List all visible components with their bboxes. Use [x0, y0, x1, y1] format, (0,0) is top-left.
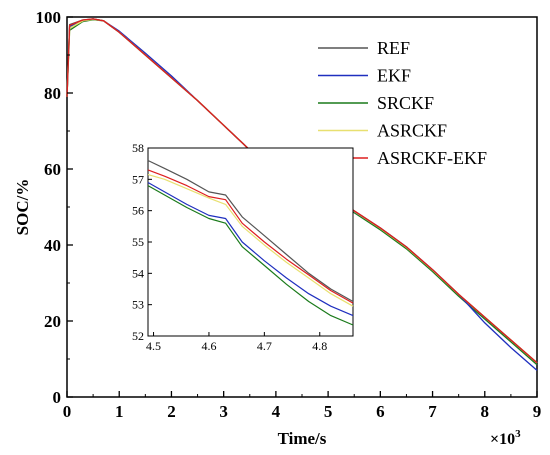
inset-line-srckf: [147, 185, 354, 326]
x-tick-label: 9: [533, 402, 542, 421]
y-tick-label: 60: [44, 160, 61, 179]
inset-y-tick-label: 57: [132, 172, 144, 186]
x-tick-label: 3: [219, 402, 228, 421]
inset-line-ekf: [147, 181, 354, 317]
x-tick-label: 0: [63, 402, 72, 421]
inset-line-asrckf: [147, 174, 354, 307]
legend-label-srckf: SRCKF: [377, 93, 434, 113]
inset-y-tick-label: 53: [132, 298, 144, 312]
x-tick-label: 4: [272, 402, 281, 421]
inset-x-tick-label: 4.7: [257, 339, 272, 353]
y-tick-label: 100: [36, 8, 62, 27]
legend-label-ekf: EKF: [377, 66, 411, 86]
inset-x-tick-label: 4.6: [201, 339, 216, 353]
inset-y-tick-label: 58: [132, 141, 144, 155]
inset-y-tick-label: 52: [132, 329, 144, 343]
y-tick-label: 80: [44, 84, 61, 103]
y-axis-ticks: 0 20 40 60 80 100: [36, 8, 73, 407]
legend: REF EKF SRCKF ASRCKF ASRCKF-EKF: [318, 38, 487, 168]
x-multiplier: ×103: [490, 428, 521, 448]
x-tick-label: 2: [167, 402, 176, 421]
x-multiplier-base: ×10: [490, 431, 515, 448]
inset-chart: 4.5 4.6 4.7 4.8 52 53 54 55 56 57 58: [132, 141, 354, 353]
y-axis-title: SOC/%: [13, 179, 32, 236]
inset-series-group: [147, 159, 354, 326]
inset-frame: [147, 147, 354, 337]
inset-y-tick-label: 56: [132, 204, 144, 218]
inset-y-ticks: 52 53 54 55 56 57 58: [132, 141, 152, 343]
x-tick-label: 1: [115, 402, 124, 421]
x-multiplier-exponent: 3: [515, 428, 521, 440]
inset-y-tick-label: 54: [132, 266, 144, 280]
inset-x-tick-label: 4.5: [146, 339, 161, 353]
y-tick-label: 0: [53, 388, 62, 407]
x-axis-ticks: 0 1 2 3 4 5 6 7 8 9: [63, 391, 542, 421]
x-axis-title: Time/s: [278, 429, 327, 448]
x-tick-label: 5: [324, 402, 333, 421]
inset-x-ticks: 4.5 4.6 4.7 4.8: [146, 332, 327, 353]
y-tick-label: 40: [44, 236, 61, 255]
x-tick-label: 7: [428, 402, 437, 421]
y-tick-label: 20: [44, 312, 61, 331]
inset-y-tick-label: 55: [132, 235, 144, 249]
inset-line-asrckf-ekf: [147, 169, 354, 304]
x-tick-label: 6: [376, 402, 385, 421]
inset-x-tick-label: 4.8: [312, 339, 327, 353]
x-tick-label: 8: [481, 402, 490, 421]
inset-line-ref: [147, 159, 354, 303]
legend-label-ref: REF: [377, 38, 410, 58]
legend-label-asrckf: ASRCKF: [377, 121, 447, 141]
legend-label-asrckf-ekf: ASRCKF-EKF: [377, 148, 487, 168]
